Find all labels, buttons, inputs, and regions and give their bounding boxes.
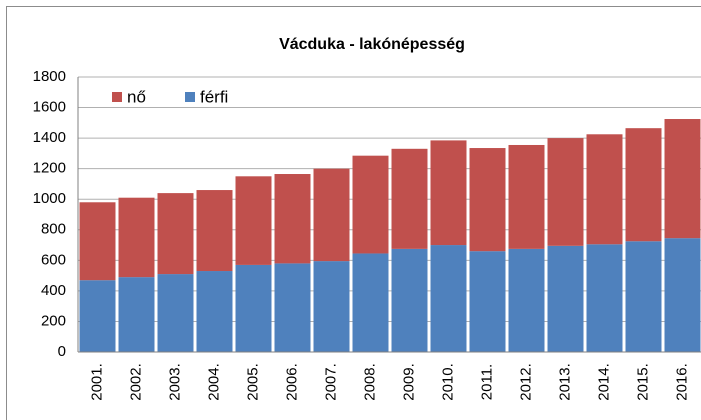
x-tick-label: 2008.: [361, 363, 378, 401]
bar-segment: [196, 190, 233, 272]
x-tick-label: 2015.: [634, 363, 651, 401]
x-tick-label: 2013.: [556, 363, 573, 401]
x-tick-label: 2012.: [517, 363, 534, 401]
x-tick-label: 2007.: [322, 363, 339, 401]
bar-segment: [547, 245, 584, 352]
x-tick-label: 2006.: [283, 363, 300, 401]
bar-segment: [235, 264, 272, 352]
bar-segment: [313, 168, 350, 262]
y-tick-label: 1800: [33, 68, 66, 85]
chart-title: Vácduka - lakónépesség: [279, 36, 465, 53]
x-tick-label: 2004.: [205, 363, 222, 401]
x-tick-label: 2005.: [244, 363, 261, 401]
y-tick-label: 1000: [33, 190, 66, 207]
bar-segment: [430, 245, 467, 352]
bar-segment: [157, 193, 194, 275]
bar-segment: [469, 251, 506, 352]
y-tick-label: 200: [41, 312, 66, 329]
bar-segment: [391, 248, 428, 352]
y-tick-label: 1400: [33, 129, 66, 146]
x-tick-label: 2010.: [439, 363, 456, 401]
bar-segment: [79, 280, 116, 352]
y-tick-label: 400: [41, 282, 66, 299]
bar-segment: [274, 174, 311, 264]
x-tick-label: 2011.: [478, 364, 495, 400]
bar-segment: [547, 138, 584, 246]
bar-segment: [391, 148, 428, 249]
bar-segment: [469, 148, 506, 252]
bar-segment: [79, 202, 116, 281]
y-tick-label: 1600: [33, 99, 66, 116]
legend-label: férfi: [200, 87, 228, 106]
y-tick-label: 1200: [33, 160, 66, 177]
bar-segment: [313, 261, 350, 352]
bar-segment: [235, 176, 272, 265]
bar-segment: [664, 119, 701, 239]
x-tick-label: 2009.: [400, 363, 417, 401]
bar-segment: [625, 241, 662, 352]
x-tick-label: 2016.: [673, 363, 690, 401]
bar-segment: [352, 155, 389, 254]
y-tick-label: 600: [41, 251, 66, 268]
bar-segment: [586, 244, 623, 352]
x-tick-label: 2014.: [595, 363, 612, 401]
bar-segment: [664, 238, 701, 352]
legend-swatch: [185, 92, 195, 102]
legend-label: nő: [127, 87, 146, 106]
y-tick-label: 0: [58, 343, 66, 360]
bar-segment: [118, 197, 155, 278]
x-tick-label: 2003.: [166, 363, 183, 401]
bar-segment: [430, 140, 467, 246]
bar-segment: [508, 144, 545, 249]
bar-segment: [157, 274, 194, 352]
bar-segment: [508, 248, 545, 352]
bar-segment: [274, 263, 311, 352]
bar-segment: [118, 277, 155, 352]
legend-swatch: [112, 92, 122, 102]
bar-segment: [352, 253, 389, 352]
y-tick-label: 800: [41, 221, 66, 238]
x-tick-label: 2001.: [88, 363, 105, 401]
bar-segment: [196, 271, 233, 352]
bar-segment: [586, 134, 623, 245]
bar-segment: [625, 128, 662, 242]
x-tick-label: 2002.: [127, 363, 144, 401]
